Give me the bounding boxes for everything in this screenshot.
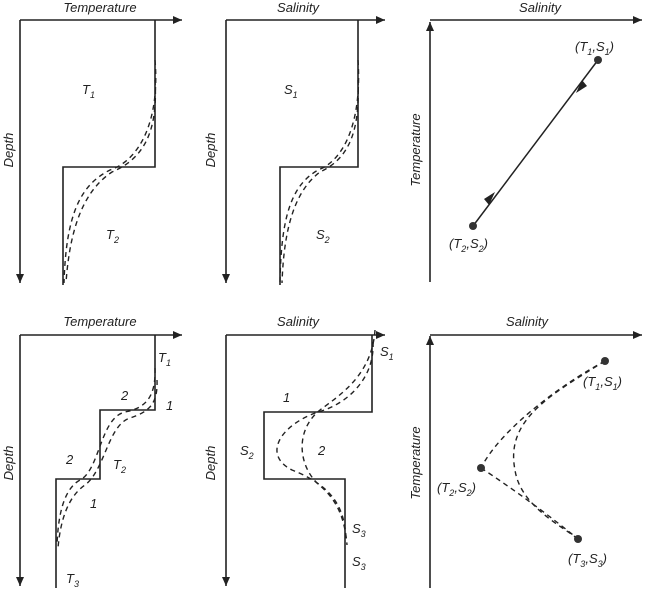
layer-label-t1: T1	[82, 82, 95, 100]
layer-label-s2: S2	[240, 443, 254, 461]
water-mass-point-2	[477, 464, 485, 472]
point-label-t3-s3: (T3,S3)	[568, 551, 607, 569]
mixed-profile-dashed	[279, 59, 360, 284]
salinity-axis-label: Salinity	[277, 0, 320, 15]
panel-bottom-salinity-profile: Salinity Depth S1 S2 S3 S3 1 2	[203, 314, 394, 588]
panel-top-salinity-profile: Salinity Depth S1 S2	[203, 0, 385, 285]
mixing-direction-arrow	[484, 192, 495, 205]
curve-label-1: 1	[90, 496, 97, 511]
layer-label-s2: S2	[316, 227, 330, 245]
curve-label-2: 2	[120, 388, 129, 403]
curve-label-2: 2	[65, 452, 74, 467]
initial-profile-line	[279, 20, 359, 285]
point-label-t1-s1: (T1,S1)	[583, 374, 622, 392]
mixing-direction-arrow	[576, 80, 587, 93]
water-mass-point-1	[594, 56, 602, 64]
salinity-axis-label: Salinity	[519, 0, 562, 15]
panel-top-ts-diagram: Salinity Temperature (T1,S1) (T2,S2)	[408, 0, 642, 282]
mixing-curve-dashed	[512, 360, 606, 540]
curve-label-1: 1	[166, 398, 173, 413]
depth-axis-label: Depth	[1, 446, 16, 481]
point-label-t2-s2: (T2,S2)	[449, 236, 488, 254]
layer-label-t2: T2	[106, 227, 119, 245]
mixed-profile-dashed	[281, 79, 359, 284]
water-mass-point-3	[574, 535, 582, 543]
panel-bottom-ts-diagram: Salinity Temperature (T1,S1) (T2,S2) (T3…	[408, 314, 642, 588]
panel-top-temperature-profile: Temperature Depth T1 T2	[1, 0, 182, 285]
layer-label-t1: T1	[158, 350, 171, 368]
mixed-profile-dashed	[63, 59, 157, 284]
layer-label-t3: T3	[66, 571, 79, 589]
salinity-axis-label: Salinity	[506, 314, 549, 329]
temperature-axis-label: Temperature	[63, 314, 136, 329]
mixed-profile-dashed	[301, 329, 376, 546]
panel-bottom-temperature-profile: Temperature Depth T1 T2 T3 2 1 2 1	[1, 314, 182, 589]
mixed-profile-dashed	[65, 79, 157, 284]
mixed-profile-dashed	[57, 379, 158, 549]
depth-axis-label: Depth	[1, 133, 16, 168]
layer-label-s3: S3	[352, 521, 366, 539]
layer-label-s1: S1	[380, 344, 394, 362]
mixed-profile-dashed	[56, 367, 156, 546]
depth-axis-label: Depth	[203, 446, 218, 481]
curve-label-1: 1	[283, 390, 290, 405]
mixing-line	[472, 59, 599, 227]
curve-label-2: 2	[317, 443, 326, 458]
mixed-profile-dashed	[276, 341, 374, 541]
layer-label-s3: S3	[352, 554, 366, 572]
initial-profile-line	[62, 20, 156, 285]
layer-label-s1: S1	[284, 82, 298, 100]
salinity-axis-label: Salinity	[277, 314, 320, 329]
temperature-axis-label: Temperature	[63, 0, 136, 15]
point-label-t2-s2: (T2,S2)	[437, 480, 476, 498]
point-label-t1-s1: (T1,S1)	[575, 39, 614, 57]
depth-axis-label: Depth	[203, 133, 218, 168]
water-mass-point-1	[601, 357, 609, 365]
layer-label-t2: T2	[113, 457, 126, 475]
initial-profile-line	[263, 335, 373, 588]
water-mass-point-2	[469, 222, 477, 230]
temperature-axis-label: Temperature	[408, 426, 423, 499]
temperature-axis-label: Temperature	[408, 113, 423, 186]
